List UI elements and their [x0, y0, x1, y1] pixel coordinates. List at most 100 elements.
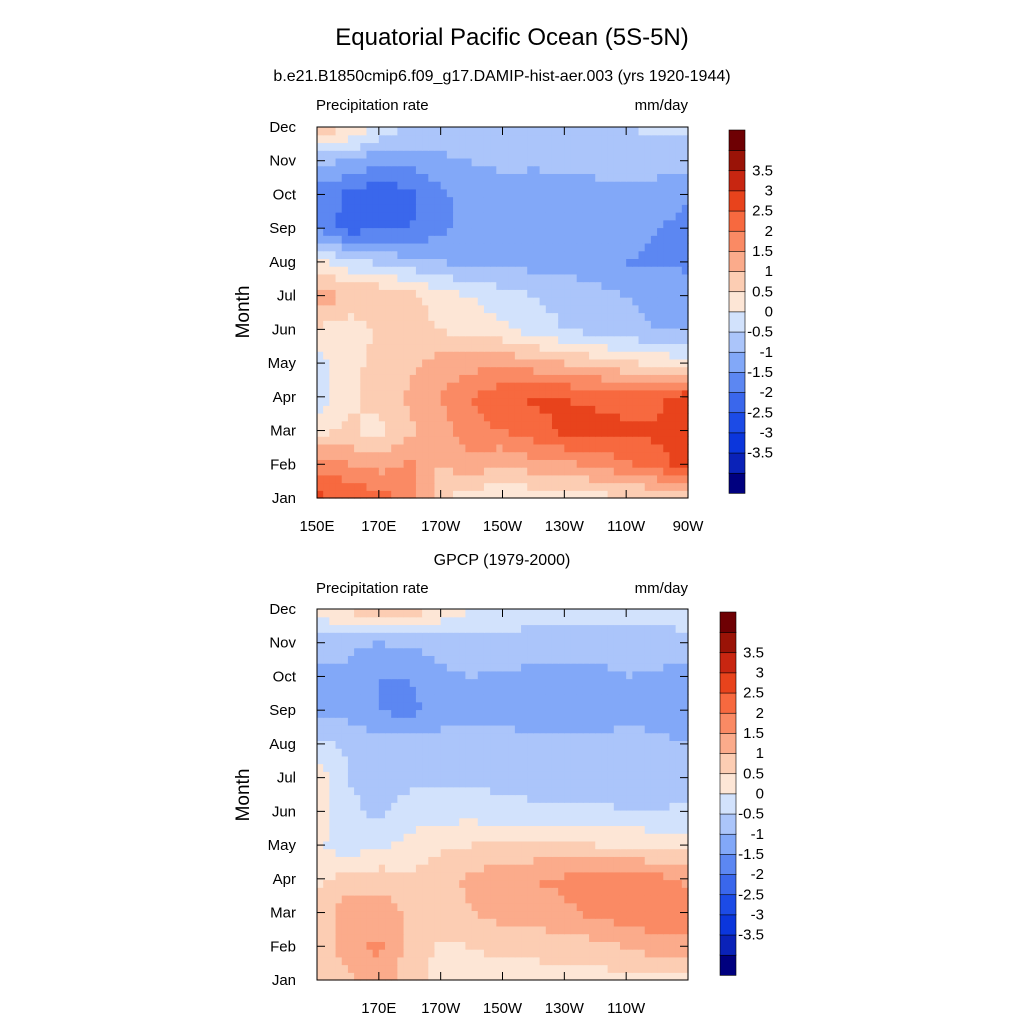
heatmap-cell — [415, 732, 423, 741]
heatmap-cell — [471, 382, 479, 391]
heatmap-cell — [354, 848, 361, 857]
heatmap-cell — [341, 482, 349, 491]
heatmap-cell — [521, 879, 528, 888]
heatmap-cell — [440, 258, 448, 267]
heatmap-cell — [657, 127, 664, 136]
heatmap-cell — [576, 964, 584, 973]
heatmap-cell — [453, 451, 460, 460]
heatmap-cell — [626, 374, 633, 383]
heatmap-cell — [428, 358, 436, 368]
heatmap-cell — [483, 802, 491, 811]
heatmap-cell — [372, 451, 380, 460]
heatmap-cell — [471, 343, 479, 352]
heatmap-cell — [477, 219, 485, 229]
heatmap-cell — [360, 848, 368, 857]
heatmap-cell — [595, 397, 603, 406]
heatmap-cell — [564, 235, 572, 244]
heatmap-cell — [378, 856, 386, 865]
heatmap-cell — [317, 902, 324, 912]
heatmap-cell — [490, 204, 497, 213]
heatmap-cell — [576, 297, 584, 306]
heatmap-cell — [341, 235, 349, 244]
heatmap-cell — [582, 273, 590, 283]
heatmap-cell — [657, 941, 664, 950]
heatmap-cell — [329, 297, 337, 306]
heatmap-cell — [632, 894, 640, 904]
heatmap-cell — [595, 949, 603, 958]
y-tick-label: Jul — [277, 288, 296, 305]
heatmap-cell — [564, 490, 572, 499]
heatmap-cell — [570, 941, 578, 950]
heatmap-cell — [409, 748, 417, 757]
heatmap-cell — [675, 771, 683, 780]
heatmap-cell — [391, 717, 398, 726]
heatmap-cell — [657, 266, 664, 275]
heatmap-cell — [638, 910, 646, 919]
heatmap-cell — [477, 902, 485, 912]
heatmap-cell — [533, 786, 541, 796]
heatmap-cell — [632, 459, 640, 468]
heatmap-cell — [496, 755, 504, 765]
heatmap-cell — [564, 825, 572, 834]
heatmap-cell — [558, 289, 565, 298]
y-tick-label: Jan — [272, 490, 296, 507]
heatmap-cell — [341, 204, 349, 213]
heatmap-cell — [502, 196, 510, 205]
heatmap-cell — [347, 382, 355, 391]
heatmap-cell — [650, 382, 658, 391]
heatmap-cell — [558, 304, 565, 314]
heatmap-cell — [372, 794, 380, 803]
heatmap-cell — [613, 235, 621, 244]
heatmap-cell — [533, 420, 541, 430]
heatmap-cell — [415, 150, 423, 159]
heatmap-cell — [347, 794, 355, 803]
heatmap-cell — [465, 173, 473, 182]
heatmap-cell — [397, 902, 405, 912]
heatmap-cell — [372, 227, 380, 236]
heatmap-cell — [632, 732, 640, 741]
heatmap-cell — [446, 289, 454, 298]
heatmap-cell — [589, 833, 596, 842]
heatmap-cell — [341, 724, 349, 734]
heatmap-cell — [496, 887, 504, 896]
heatmap-cell — [527, 335, 535, 345]
heatmap-cell — [576, 956, 584, 966]
heatmap-cell — [366, 405, 374, 414]
heatmap-cell — [570, 771, 578, 780]
heatmap-cell — [465, 304, 473, 314]
heatmap-cell — [335, 188, 343, 198]
heatmap-cell — [681, 949, 689, 958]
heatmap-cell — [453, 794, 460, 803]
heatmap-cell — [496, 297, 504, 306]
heatmap-cell — [589, 732, 596, 741]
heatmap-cell — [564, 771, 572, 780]
heatmap-cell — [502, 918, 510, 927]
heatmap-cell — [391, 188, 398, 198]
heatmap-cell — [366, 786, 374, 796]
heatmap-cell — [564, 127, 572, 136]
heatmap-cell — [570, 910, 578, 919]
heatmap-cell — [681, 204, 689, 213]
heatmap-cell — [335, 732, 343, 741]
heatmap-cell — [329, 382, 337, 391]
heatmap-cell — [465, 320, 473, 329]
heatmap-cell — [409, 740, 417, 749]
heatmap-cell — [354, 320, 361, 329]
heatmap-cell — [409, 459, 417, 468]
heatmap-cell — [638, 412, 646, 422]
heatmap-cell — [589, 343, 596, 352]
heatmap-cell — [453, 412, 460, 422]
heatmap-cell — [663, 443, 671, 453]
heatmap-cell — [459, 134, 466, 144]
heatmap-cell — [422, 933, 429, 942]
heatmap-cell — [576, 740, 584, 749]
heatmap-cell — [669, 242, 677, 252]
heatmap-cell — [323, 474, 330, 484]
heatmap-cell — [415, 902, 423, 912]
heatmap-cell — [663, 482, 671, 491]
heatmap-cell — [341, 825, 349, 834]
heatmap-cell — [657, 871, 664, 881]
heatmap-cell — [570, 227, 578, 236]
heatmap-cell — [657, 405, 664, 414]
heatmap-cell — [440, 825, 448, 834]
